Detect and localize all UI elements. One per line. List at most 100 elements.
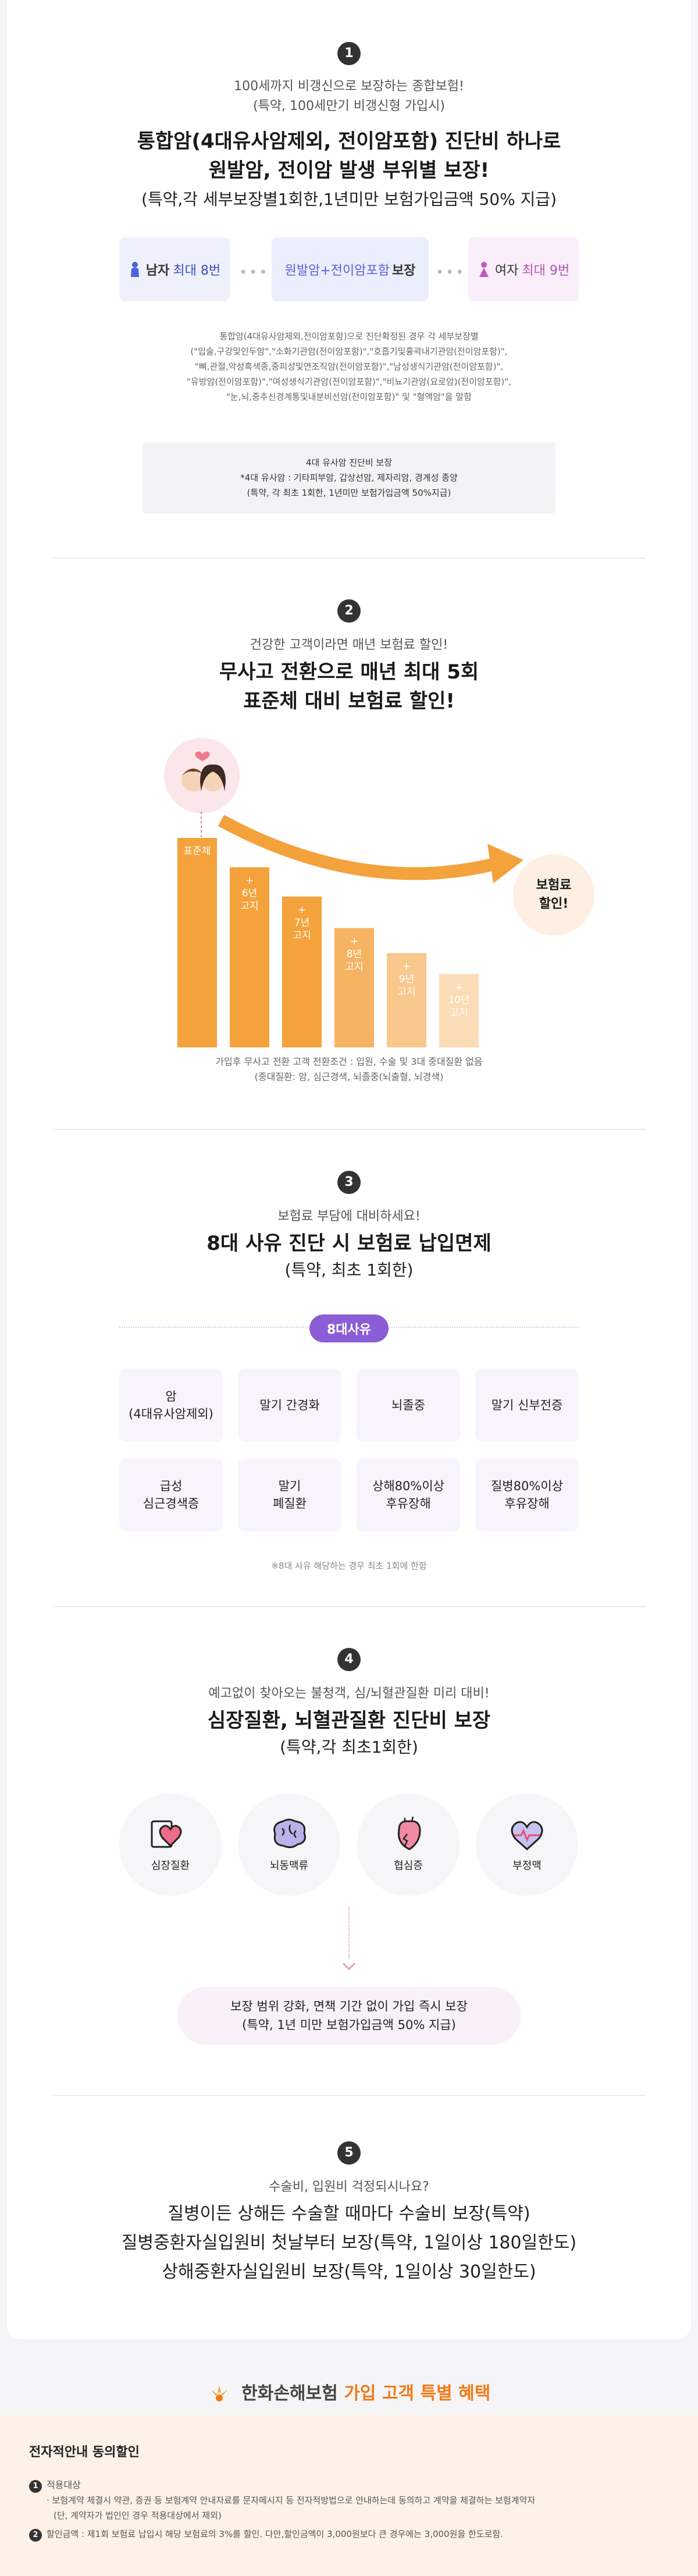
section-title-line2: 원발암, 전이암 발생 부위별 보장! bbox=[208, 159, 490, 182]
section-title-line2: (특약,각 최초1회한) bbox=[280, 1738, 418, 1757]
bar-label: 7년 bbox=[294, 917, 309, 929]
bubble-line: 보험료 bbox=[536, 878, 572, 893]
bar-label: + bbox=[455, 982, 463, 993]
note-line: 가입후 무사고 전환 고객 전환조건 : 입원, 수술 및 3대 중대질환 없음 bbox=[215, 1056, 483, 1067]
section-4: 4 예고없이 찾아오는 불청객, 심/뇌혈관질환 미리 대비! 심장질환, 뇌혈… bbox=[0, 1648, 698, 1760]
section-subtitle: 수술비, 입원비 걱정되시나요? bbox=[269, 2180, 429, 2194]
reasons-note: ※8대 사유 해당하는 경우 최초 1회에 한함 bbox=[0, 1558, 698, 1573]
bar-label: + bbox=[403, 961, 411, 972]
box-line: *4대 유사암 : 기타피부암, 갑상선암, 제자리암, 경계성 종양 bbox=[240, 472, 458, 483]
female-icon bbox=[479, 262, 489, 277]
consent-item-1: 1 적용대상 bbox=[29, 2478, 669, 2493]
section-title-line1: 심장질환, 뇌혈관질환 진단비 보장 bbox=[207, 1709, 491, 1732]
reason-text: 질병80%이상 bbox=[491, 1479, 563, 1493]
reason-cell: 질병80%이상 후유장해 bbox=[475, 1458, 579, 1532]
note-line: "유방암(전이암포함)","여성생식기관암(전이암포함)","비뇨기관암(요로암… bbox=[187, 376, 511, 387]
reason-text: 말기 신부전증 bbox=[491, 1398, 563, 1412]
reason-cell: 암 (4대유사암제외) bbox=[119, 1369, 223, 1442]
reason-text: 암 bbox=[165, 1390, 177, 1404]
note-line: "뼈,관절,악성흑색종,중피성및연조직암(전이암포함)","남성생식기관암(전이… bbox=[194, 361, 504, 372]
reason-text: 폐질환 bbox=[273, 1497, 307, 1511]
section-subtitle-note: (특약, 100세만기 비갱신형 가입시) bbox=[252, 99, 445, 113]
section-subtitle: 보험료 부담에 대비하세요! bbox=[277, 1209, 421, 1224]
reason-text: 말기 bbox=[278, 1479, 301, 1493]
section-divider bbox=[52, 2095, 646, 2096]
box-line: (특약, 각 최초 1회한, 1년미만 보험가입금액 50%지급) bbox=[247, 488, 451, 498]
eight-reasons-tag: 8대사유 bbox=[309, 1314, 389, 1342]
discount-bar bbox=[387, 953, 426, 1047]
box-line: 4대 유사암 진단비 보장 bbox=[305, 457, 393, 468]
bar-label: + bbox=[350, 936, 358, 947]
reason-text: 심근경색증 bbox=[143, 1497, 200, 1511]
angina-circle: 협심증 bbox=[357, 1793, 460, 1896]
heart-disease-circle: 심장질환 bbox=[119, 1793, 222, 1896]
male-icon bbox=[130, 262, 139, 277]
section-subtitle: 100세까지 비갱신으로 보장하는 종합보험! bbox=[234, 79, 464, 94]
reason-cell: 말기 간경화 bbox=[238, 1369, 341, 1442]
couple-avatar bbox=[164, 738, 240, 813]
section-2: 2 건강한 고객이라면 매년 보험료 할인! 무사고 전환으로 매년 최대 5회… bbox=[0, 599, 698, 716]
reason-text: 상해80%이상 bbox=[372, 1479, 444, 1493]
section-divider bbox=[52, 1129, 646, 1130]
reason-text: 급성 bbox=[159, 1479, 183, 1493]
reason-text: (4대유사암제외) bbox=[129, 1407, 213, 1421]
discount-arrow-head bbox=[487, 844, 524, 883]
reason-cell: 뇌졸중 bbox=[357, 1369, 460, 1442]
reason-text: 후유장해 bbox=[386, 1497, 431, 1511]
bar-label: 9년 bbox=[399, 973, 414, 985]
reason-cell: 말기 신부전증 bbox=[475, 1369, 579, 1442]
box-line: 보장 범위 강화, 면책 기간 없이 가입 즉시 보장 bbox=[230, 1999, 468, 2013]
item-number: 2 bbox=[29, 2529, 42, 2542]
item-detail: · 보험계약 체결시 약관, 증권 등 보험계약 안내자료를 문자메시지 등 전… bbox=[47, 2495, 536, 2506]
section-title-line2: (특약, 최초 1회한) bbox=[284, 1260, 414, 1280]
icu-injury-line: 상해중환자실입원비 보장(특약, 1일이상 30일한도) bbox=[162, 2262, 536, 2282]
section-number: 3 bbox=[337, 1171, 361, 1194]
heart-monitor-icon bbox=[151, 1820, 182, 1848]
discount-bar bbox=[282, 896, 322, 1047]
item-detail: (단, 계약자가 법인인 경우 적용대상에서 제외) bbox=[54, 2510, 222, 2521]
dotted-connector bbox=[348, 1907, 350, 1959]
male-coverage-pill: 남자 최대 8번 bbox=[119, 237, 230, 301]
bar-label: 10년 bbox=[448, 994, 469, 1006]
gender-coverage-row: 남자 최대 8번 ••• 원발암+전이암포함 보장 ••• 여자 최대 9번 bbox=[119, 237, 579, 301]
bubble-line: 할인! bbox=[539, 897, 569, 911]
box-line: (특약, 1년 미만 보험가입금액 50% 지급) bbox=[242, 2018, 456, 2032]
chart-notes: 가입후 무사고 전환 고객 전환조건 : 입원, 수술 및 3대 중대질환 없음… bbox=[0, 1054, 698, 1085]
note-line: ("입술,구강및인두암","소화기관암(전이암포함)","호흡기및흉곽내기관암(… bbox=[190, 346, 508, 357]
bar-label: 고지 bbox=[240, 900, 258, 912]
bar-label: + bbox=[245, 875, 254, 886]
brand-name: 한화손해보험 bbox=[241, 2383, 338, 2404]
female-count: 최대 9번 bbox=[522, 264, 570, 278]
discount-arrow-line bbox=[218, 815, 496, 880]
note-line: 통합암(4대유사암제외,전이암포함)으로 진단확정된 경우 각 세부보장별 bbox=[219, 331, 479, 342]
section-5: 5 수술비, 입원비 걱정되시나요? 질병이든 상해든 수술할 때마다 수술비 … bbox=[0, 2141, 698, 2287]
dots-divider: ••• bbox=[239, 264, 269, 280]
brain-icon bbox=[273, 1818, 306, 1849]
section-3: 3 보험료 부담에 대비하세요! 8대 사유 진단 시 보험료 납입면제 (특약… bbox=[0, 1171, 698, 1282]
aneurysm-circle: 뇌동맥류 bbox=[238, 1793, 340, 1896]
circle-label: 뇌동맥류 bbox=[269, 1860, 309, 1872]
bar-label: 고지 bbox=[293, 930, 311, 941]
consent-title: 전자적안내 동의할인 bbox=[29, 2445, 140, 2460]
item-text: 할인금액 : 제1회 보험료 납입시 해당 보험료의 3%를 할인. 다만,할인… bbox=[47, 2529, 503, 2539]
immediate-coverage-box: 보장 범위 강화, 면책 기간 없이 가입 즉시 보장 (특약, 1년 미만 보… bbox=[177, 1987, 521, 2045]
male-label: 남자 bbox=[145, 264, 170, 278]
primary-metastatic-pill: 원발암+전이암포함 보장 bbox=[272, 237, 429, 301]
reason-text: 말기 간경화 bbox=[259, 1398, 320, 1412]
consent-item-2: 2 할인금액 : 제1회 보험료 납입시 해당 보험료의 3%를 할인. 다만,할… bbox=[29, 2527, 669, 2542]
circle-label: 부정맥 bbox=[512, 1860, 542, 1872]
heart-pulse-icon bbox=[511, 1821, 543, 1851]
circle-label: 심장질환 bbox=[151, 1860, 190, 1872]
section-subtitle: 예고없이 찾아오는 불청객, 심/뇌혈관질환 미리 대비! bbox=[208, 1686, 490, 1701]
mid-suffix: 보장 bbox=[391, 264, 416, 278]
note-line: (중대질환: 암, 심근경색, 뇌졸중(뇌출혈, 뇌경색) bbox=[254, 1071, 444, 1082]
hanwha-logo-icon bbox=[211, 2385, 227, 2401]
reason-text: 뇌졸중 bbox=[391, 1398, 425, 1412]
surgery-coverage-line: 질병이든 상해든 수술할 때마다 수술비 보장(특약) bbox=[168, 2204, 530, 2224]
bar-label: 표준체 bbox=[184, 845, 211, 857]
couple-icon bbox=[181, 751, 226, 791]
section-title-line1: 8대 사유 진단 시 보험료 납입면제 bbox=[206, 1232, 492, 1255]
section-title-line1: 무사고 전환으로 매년 최대 5회 bbox=[219, 660, 479, 684]
